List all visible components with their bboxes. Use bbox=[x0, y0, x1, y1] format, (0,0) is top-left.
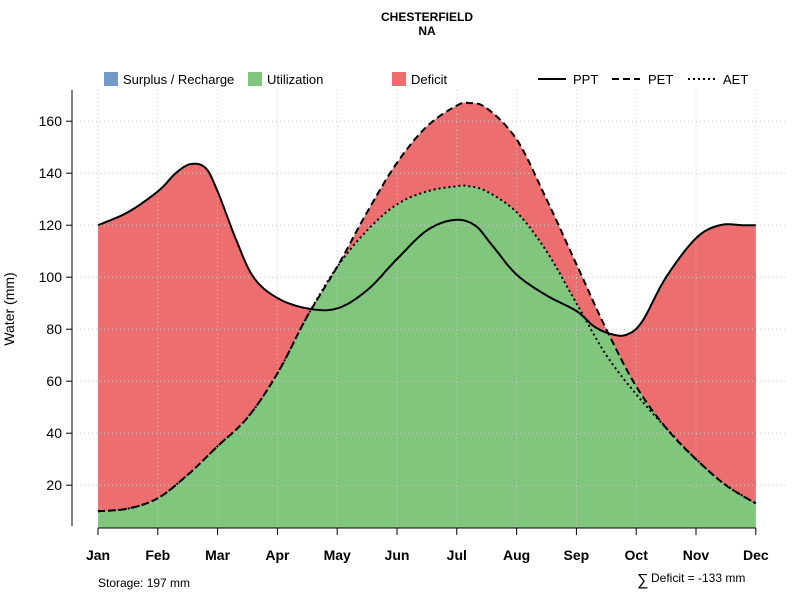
legend-swatch-utilization bbox=[248, 72, 262, 86]
x-tick-label-mar: Mar bbox=[205, 547, 230, 563]
x-tick-label-may: May bbox=[324, 547, 351, 563]
sum-icon: ∑ bbox=[637, 572, 648, 589]
x-tick-label-jul: Jul bbox=[447, 547, 467, 563]
legend-label-deficit: Deficit bbox=[411, 72, 448, 87]
y-tick-label-120: 120 bbox=[39, 217, 63, 233]
y-tick-label-100: 100 bbox=[39, 269, 63, 285]
legend-swatch-deficit bbox=[392, 72, 406, 86]
x-tick-label-feb: Feb bbox=[145, 547, 170, 563]
chart-areas bbox=[98, 102, 756, 528]
y-tick-label-140: 140 bbox=[39, 165, 63, 181]
y-tick-label-160: 160 bbox=[39, 113, 63, 129]
x-tick-label-apr: Apr bbox=[265, 547, 290, 563]
chart-axes: 20 40 60 80 100 120 140 160 Jan Feb Mar Apr May Jun Ju… bbox=[39, 90, 769, 563]
legend-label-utilization: Utilization bbox=[267, 72, 323, 87]
x-tick-label-sep: Sep bbox=[564, 547, 590, 563]
legend-label-aet: AET bbox=[723, 72, 748, 87]
x-tick-label-jun: Jun bbox=[385, 547, 410, 563]
y-axis-label: Water (mm) bbox=[1, 272, 17, 345]
chart-grid bbox=[72, 90, 785, 528]
x-tick-label-jan: Jan bbox=[86, 547, 110, 563]
legend-swatch-surplus bbox=[104, 72, 118, 86]
y-tick-label-20: 20 bbox=[46, 477, 62, 493]
chart-lines bbox=[97, 101, 757, 513]
x-tick-label-aug: Aug bbox=[503, 547, 530, 563]
chart-subtitle: NA bbox=[418, 24, 436, 38]
x-tick-label-oct: Oct bbox=[625, 547, 649, 563]
legend-label-pet: PET bbox=[648, 72, 673, 87]
storage-note: Storage: 197 mm bbox=[98, 576, 190, 590]
legend-label-surplus: Surplus / Recharge bbox=[123, 72, 234, 87]
deficit-area bbox=[98, 102, 756, 512]
x-tick-label-nov: Nov bbox=[683, 547, 710, 563]
y-tick-label-40: 40 bbox=[46, 425, 62, 441]
ppt-line bbox=[97, 162, 756, 337]
deficit-note: Deficit = -133 mm bbox=[651, 571, 745, 585]
chart-legend: Surplus / Recharge Utilization Deficit P… bbox=[104, 72, 748, 87]
y-tick-label-60: 60 bbox=[46, 373, 62, 389]
chart-title: CHESTERFIELD bbox=[381, 10, 473, 24]
pet-line bbox=[97, 101, 757, 513]
x-tick-label-dec: Dec bbox=[743, 547, 769, 563]
y-tick-label-80: 80 bbox=[46, 321, 62, 337]
utilization-area bbox=[98, 185, 756, 528]
legend-label-ppt: PPT bbox=[573, 72, 598, 87]
